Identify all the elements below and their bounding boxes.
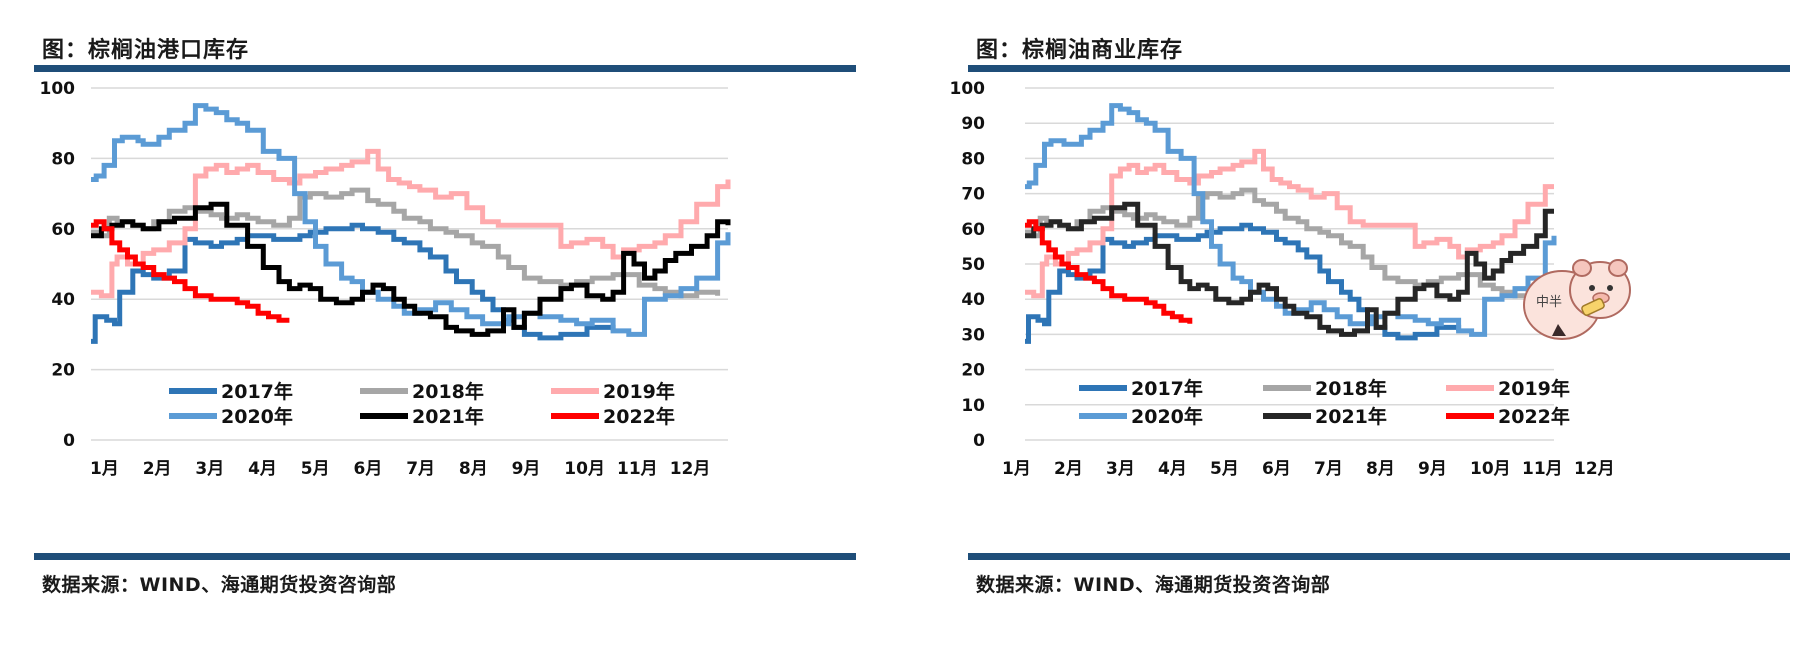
source-note: 数据来源：WIND、海通期货投资咨询部 — [42, 574, 397, 596]
series-line — [91, 219, 290, 323]
x-tick-label: 10月 — [1470, 459, 1511, 479]
x-tick-label: 2月 — [1054, 459, 1083, 479]
x-tick-label: 6月 — [1262, 459, 1291, 479]
svg-text:中半: 中半 — [1536, 295, 1562, 310]
y-tick-label: 50 — [961, 255, 985, 275]
legend-label: 2019年 — [603, 380, 675, 403]
x-tick-label: 3月 — [1106, 459, 1135, 479]
series-line — [1025, 201, 1554, 337]
x-tick-label: 5月 — [1210, 459, 1239, 479]
port-inventory-chart: 0 20 40 60 80 100 1月 2月 3月 4月 5月 6月 7月 8月 9月 10月 11月 12月 2… — [40, 79, 731, 479]
cartoon-pig-sticker-icon: 中半 — [1523, 259, 1631, 340]
legend-label: 2019年 — [1498, 377, 1570, 400]
x-tick-label: 4月 — [248, 459, 277, 479]
y-tick-label: 80 — [961, 149, 985, 169]
x-tick-label: 9月 — [512, 459, 541, 479]
legend-label: 2018年 — [412, 380, 484, 403]
x-tick-label: 9月 — [1418, 459, 1447, 479]
y-tick-label: 10 — [961, 396, 985, 416]
y-tick-label: 90 — [961, 114, 985, 134]
chart-title: 图：棕榈油商业库存 — [976, 38, 1184, 63]
series-line — [91, 187, 721, 299]
top-rule — [34, 65, 856, 72]
commercial-inventory-chart: 0 10 20 30 40 50 60 70 80 90 100 1月 2月 3月 4月 5月 6月 7月 8月 9月… — [950, 79, 1615, 479]
x-tick-label: 6月 — [354, 459, 383, 479]
y-tick-label: 60 — [961, 220, 985, 240]
y-tick-label: 100 — [950, 79, 986, 99]
series-line — [1025, 187, 1548, 299]
legend-label: 2022年 — [1498, 405, 1570, 428]
legend-label: 2018年 — [1315, 377, 1387, 400]
y-tick-label: 40 — [961, 290, 985, 310]
x-tick-label: 11月 — [617, 459, 658, 479]
bottom-rule — [34, 553, 856, 560]
right-chart-panel: 图：棕榈油商业库存 0 10 20 30 40 50 60 70 80 90 100 1月 2月 3月 4月… — [934, 0, 1806, 648]
x-tick-label: 7月 — [1314, 459, 1343, 479]
y-tick-label: 0 — [973, 431, 985, 451]
y-tick-label: 0 — [63, 431, 75, 451]
x-tick-label: 7月 — [406, 459, 435, 479]
y-tick-label: 20 — [961, 361, 985, 381]
x-tick-label: 1月 — [1002, 459, 1031, 479]
x-tick-label: 8月 — [1366, 459, 1395, 479]
y-tick-label: 60 — [51, 220, 75, 240]
x-tick-label: 8月 — [459, 459, 488, 479]
series-line — [91, 103, 731, 337]
legend-label: 2017年 — [1131, 377, 1203, 400]
legend-label: 2021年 — [412, 405, 484, 428]
x-tick-label: 12月 — [670, 459, 711, 479]
x-tick-label: 10月 — [564, 459, 605, 479]
x-tick-label: 3月 — [195, 459, 224, 479]
y-tick-label: 80 — [51, 149, 75, 169]
series-line — [1025, 219, 1193, 324]
series-line — [91, 148, 731, 299]
bottom-rule — [968, 553, 1790, 560]
legend-label: 2022年 — [603, 405, 675, 428]
x-tick-label: 4月 — [1158, 459, 1187, 479]
series-line — [91, 201, 731, 337]
y-tick-label: 100 — [40, 79, 76, 99]
series-line — [1025, 103, 1557, 337]
legend-label: 2017年 — [221, 380, 293, 403]
x-tick-label: 12月 — [1574, 459, 1615, 479]
series-line — [1025, 148, 1554, 299]
top-rule — [968, 65, 1790, 72]
left-chart-panel: 图：棕榈油港口库存 0 20 40 60 80 100 1月 2月 3月 4月 5月 6月 7月 8月 9月… — [0, 0, 900, 648]
legend-label: 2020年 — [221, 405, 293, 428]
x-tick-label: 1月 — [90, 459, 119, 479]
chart-title: 图：棕榈油港口库存 — [42, 38, 250, 63]
legend-label: 2021年 — [1315, 405, 1387, 428]
y-tick-label: 40 — [51, 290, 75, 310]
y-tick-label: 20 — [51, 361, 75, 381]
source-note: 数据来源：WIND、海通期货投资咨询部 — [976, 574, 1331, 596]
x-tick-label: 2月 — [143, 459, 172, 479]
x-tick-label: 5月 — [301, 459, 330, 479]
y-tick-label: 70 — [961, 185, 985, 205]
x-tick-label: 11月 — [1522, 459, 1563, 479]
legend-label: 2020年 — [1131, 405, 1203, 428]
y-tick-label: 30 — [961, 325, 985, 345]
